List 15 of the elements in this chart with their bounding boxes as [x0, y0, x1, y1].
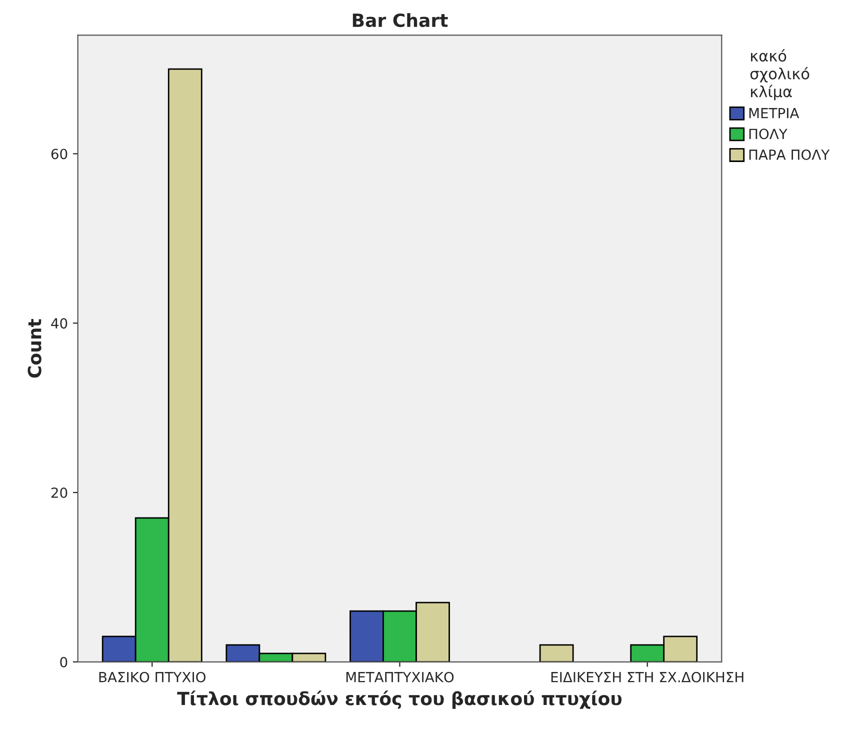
y-tick-label: 40 [51, 318, 68, 329]
x-tick-label: ΜΕΤΑΠΤΥΧΙΑΚΟ [346, 672, 454, 682]
y-tick-label: 0 [60, 656, 68, 668]
x-tick-label: ΒΑΣΙΚΟ ΠΤΥΧΙΟ [99, 672, 206, 682]
chart-title: Bar Chart [352, 13, 448, 28]
legend-label: ΠΟΛΥ [749, 128, 788, 140]
x-tick-label: ΕΙΔΙΚΕΥΣΗ ΣΤΗ ΣΧ.ΔΟΙΚΗΣΗ [551, 672, 744, 682]
legend-label: ΜΕΤΡΙΑ [749, 108, 800, 118]
y-axis-title: Count [28, 318, 42, 378]
legend-label: ΠΑΡΑ ΠΟΛΥ [749, 149, 830, 160]
bar [539, 644, 574, 662]
legend-title: κακό σχολικό κλίμα [750, 49, 810, 100]
x-axis-title: Τίτλοι σπουδών εκτός του βασικού πτυχίου [177, 690, 622, 709]
y-tick-label: 20 [51, 487, 68, 498]
y-tick-label: 60 [51, 148, 68, 160]
